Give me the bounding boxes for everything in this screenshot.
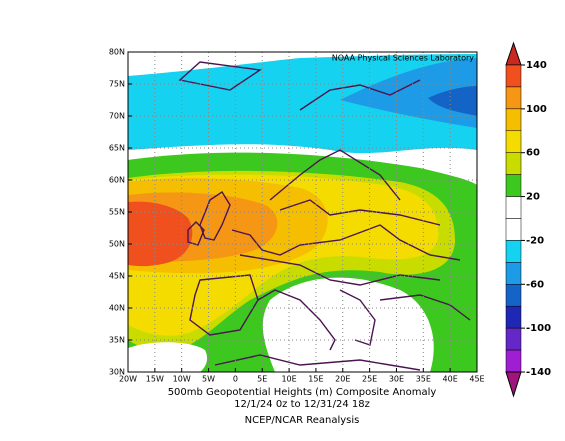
- colorbar-label: 20: [526, 192, 540, 203]
- coastlines: [178, 61, 471, 371]
- colorbar-band: [505, 218, 522, 241]
- colorbar-band: [505, 349, 522, 373]
- colorbar-end: [505, 41, 522, 66]
- lon-tick-label: 25E: [362, 375, 377, 384]
- colorbar-end: [505, 371, 522, 398]
- colorbar-band: [505, 240, 522, 263]
- colorbar-label: 100: [526, 104, 547, 115]
- grid: [127, 51, 478, 373]
- lon-tick-label: 5W: [202, 375, 215, 384]
- lon-tick-label: 10E: [281, 375, 296, 384]
- colorbar-band: [505, 196, 522, 219]
- lat-tick-label: 50N: [109, 240, 125, 249]
- colorbar-band: [505, 174, 522, 197]
- lat-tick-label: 60N: [109, 176, 125, 185]
- colorbar-band: [505, 152, 522, 175]
- lat-tick-label: 35N: [109, 336, 125, 345]
- colorbar-band: [505, 64, 522, 88]
- anomaly-field: [128, 52, 477, 372]
- lat-tick-label: 30N: [109, 368, 125, 377]
- lon-tick-label: 30E: [389, 375, 404, 384]
- lon-tick-label: 20W: [119, 375, 137, 384]
- colorbar-label: 60: [526, 148, 540, 159]
- lat-tick-label: 70N: [109, 112, 125, 121]
- colorbar-label: -60: [526, 279, 544, 290]
- lat-tick-label: 80N: [109, 48, 125, 57]
- colorbar: 140 100 60 20 -20 -60 -100 -140: [505, 41, 551, 398]
- plot-frame: [127, 51, 478, 373]
- colorbar-label: -20: [526, 235, 544, 246]
- colorbar-label: -100: [526, 323, 551, 334]
- lat-tick-label: 40N: [109, 304, 125, 313]
- caption-line: 12/1/24 0z to 12/31/24 18z: [234, 399, 370, 410]
- colorbar-band: [505, 262, 522, 285]
- colorbar-band: [505, 284, 522, 307]
- credit: NOAA Physical Sciences Laboratory: [332, 54, 475, 63]
- lat-tick-label: 75N: [109, 80, 125, 89]
- colorbar-label: -140: [526, 367, 551, 378]
- lat-tick-label: 55N: [109, 208, 125, 217]
- lat-tick-label: 65N: [109, 144, 125, 153]
- colorbar-band: [505, 327, 522, 351]
- lon-tick-label: 0: [233, 375, 238, 384]
- lon-tick-label: 15E: [308, 375, 323, 384]
- caption-line: 500mb Geopotential Heights (m) Composite…: [168, 387, 437, 398]
- colorbar-band: [505, 86, 522, 110]
- colorbar-band: [505, 108, 522, 132]
- lon-tick-label: 15W: [146, 375, 164, 384]
- lon-tick-label: 45E: [469, 375, 484, 384]
- lat-tick-label: 45N: [109, 272, 125, 281]
- colorbar-band: [505, 130, 522, 153]
- colorbar-band: [505, 305, 522, 329]
- lon-tick-label: 20E: [335, 375, 350, 384]
- lon-tick-label: 10W: [173, 375, 191, 384]
- lon-tick-label: 40E: [443, 375, 458, 384]
- colorbar-label: 140: [526, 60, 547, 71]
- lon-tick-label: 5E: [257, 375, 267, 384]
- lon-tick-label: 35E: [416, 375, 431, 384]
- caption-line: NCEP/NCAR Reanalysis: [245, 415, 360, 426]
